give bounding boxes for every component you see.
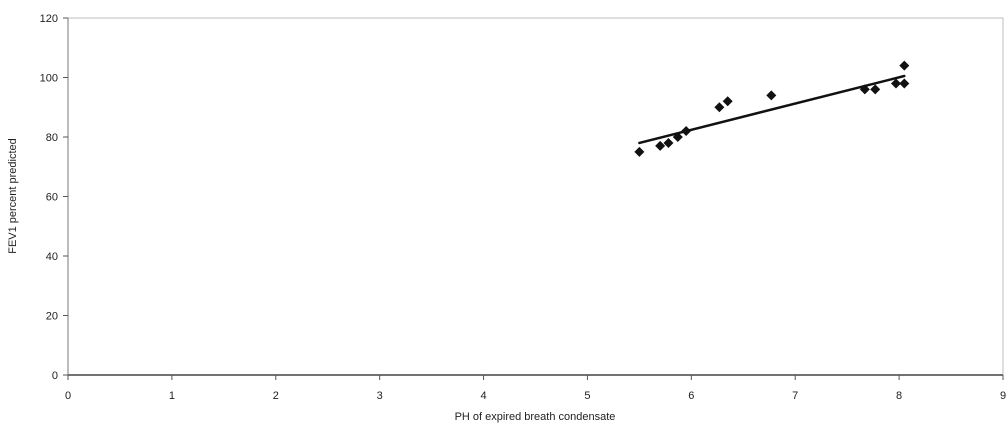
- data-point: [663, 137, 674, 148]
- x-tick-label: 5: [584, 390, 590, 402]
- plot-area: [67, 17, 1004, 376]
- data-point: [722, 96, 733, 107]
- x-tick-label: 7: [792, 390, 798, 402]
- data-point: [681, 126, 692, 137]
- x-axis-title: PH of expired breath condensate: [455, 411, 616, 423]
- data-point: [890, 78, 901, 89]
- y-axis-title: FEV1 percent predicted: [7, 138, 19, 254]
- y-tick-label: 20: [46, 311, 58, 323]
- y-tick-label: 60: [46, 192, 58, 204]
- x-tick-label: 6: [688, 390, 694, 402]
- x-tick-label: 3: [377, 390, 383, 402]
- y-tick-label: 80: [46, 132, 58, 144]
- y-tick-label: 40: [46, 251, 58, 263]
- data-point: [766, 90, 777, 101]
- x-tick-label: 1: [169, 390, 175, 402]
- data-point: [714, 102, 725, 113]
- x-tick-label: 2: [273, 390, 279, 402]
- y-tick-label: 0: [52, 370, 58, 382]
- data-point: [672, 132, 683, 142]
- data-point: [870, 84, 881, 95]
- axes: 0 1 2 3 4 5 6 7 8 9 0 20 40 60 80 100 120: [40, 13, 1006, 402]
- data-points: [634, 60, 910, 157]
- data-point: [634, 146, 645, 157]
- x-tick-label: 0: [65, 390, 71, 402]
- data-point: [655, 140, 666, 151]
- x-tick-label: 8: [896, 390, 902, 402]
- data-point: [859, 84, 870, 95]
- y-tick-label: 120: [40, 13, 58, 25]
- x-tick-label: 9: [1000, 390, 1006, 402]
- y-tick-label: 100: [40, 73, 58, 85]
- x-tick-label: 4: [480, 390, 486, 402]
- data-point: [899, 60, 910, 71]
- data-point: [899, 78, 910, 89]
